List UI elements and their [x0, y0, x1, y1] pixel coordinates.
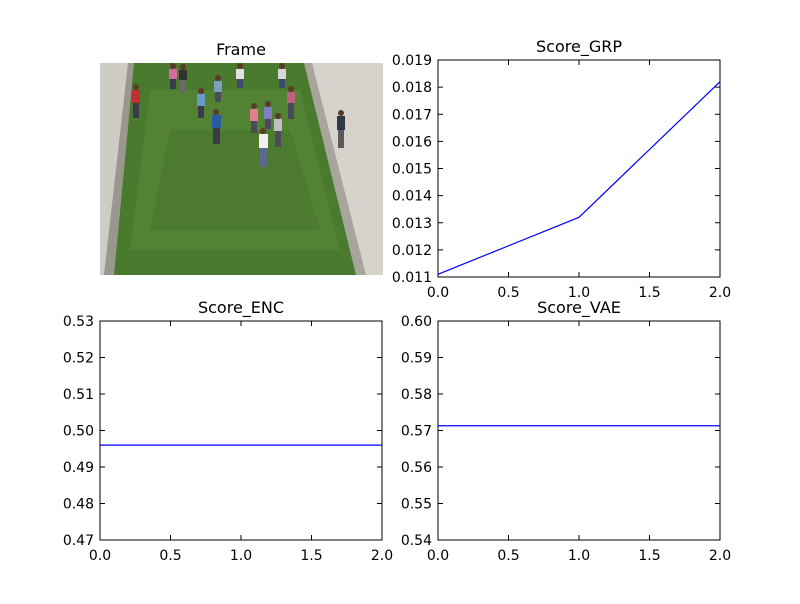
- score-vae-ytick-label: 0.60: [401, 314, 432, 330]
- score-enc-xtick-label: 1.5: [300, 548, 322, 564]
- score-vae-chart: Score_VAE 0.0 0.5 1.0 1.5 2.0 0.54 0.55 0.56 0.57…: [401, 298, 731, 564]
- frame-title: Frame: [216, 40, 266, 59]
- score-vae-ytick-label: 0.56: [401, 460, 432, 476]
- score-grp-ytick-label: 0.018: [392, 80, 432, 96]
- charts: Score_GRP 0.0 0.5 1.0 1.5 2.0 0.011 0.012 0.013 0…: [63, 37, 731, 564]
- score-enc-ytick-label: 0.49: [63, 460, 94, 476]
- score-grp-chart: Score_GRP 0.0 0.5 1.0 1.5 2.0 0.011 0.012 0.013 0…: [392, 37, 731, 301]
- score-grp-ytick-label: 0.017: [392, 107, 432, 123]
- score-grp-xtick-label: 0.0: [427, 285, 449, 301]
- score-enc-xtick-label: 0.5: [159, 548, 181, 564]
- score-grp-xtick-label: 2.0: [709, 285, 731, 301]
- score-vae-xtick-label: 2.0: [709, 548, 731, 564]
- score-vae-xtick-label: 1.5: [638, 548, 660, 564]
- score-vae-ytick-label: 0.57: [401, 424, 432, 440]
- score-enc-xtick-label: 1.0: [230, 548, 252, 564]
- frame-panel: Frame: [100, 40, 383, 275]
- score-grp-ytick-label: 0.019: [392, 53, 432, 69]
- score-grp-ytick-label: 0.015: [392, 162, 432, 178]
- score-grp-xtick-label: 1.5: [638, 285, 660, 301]
- score-grp-ytick-label: 0.014: [392, 189, 432, 205]
- score-vae-title: Score_VAE: [537, 298, 621, 318]
- score-enc-ytick-label: 0.50: [63, 424, 94, 440]
- score-grp-xtick-label: 1.0: [568, 285, 590, 301]
- score-vae-ytick-label: 0.54: [401, 533, 432, 549]
- score-enc-title: Score_ENC: [198, 298, 284, 318]
- score-grp-ytick-label: 0.012: [392, 243, 432, 259]
- score-grp-ytick-label: 0.011: [392, 270, 432, 286]
- score-vae-xtick-label: 1.0: [568, 548, 590, 564]
- score-enc-axes-frame: [99, 320, 383, 541]
- score-vae-xtick-label: 0.0: [427, 548, 449, 564]
- score-grp-axes-frame: [437, 59, 721, 278]
- score-vae-ytick-label: 0.58: [401, 387, 432, 403]
- frame-image: [100, 63, 383, 275]
- score-enc-ytick-label: 0.51: [63, 387, 94, 403]
- score-vae-axes-frame: [437, 320, 721, 541]
- people-in-frame: [132, 63, 345, 167]
- score-vae-ytick-label: 0.55: [401, 497, 432, 513]
- score-enc-chart: Score_ENC 0.0 0.5 1.0 1.5 2.0 0.47 0.48 0.49 0.50…: [63, 298, 393, 564]
- score-enc-xtick-label: 0.0: [89, 548, 111, 564]
- score-grp-title: Score_GRP: [536, 37, 622, 57]
- score-enc-ytick-label: 0.48: [63, 497, 94, 513]
- score-enc-ytick-label: 0.52: [63, 351, 94, 367]
- score-grp-series-line: [437, 81, 721, 275]
- score-grp-ytick-label: 0.016: [392, 134, 432, 150]
- score-enc-ytick-label: 0.53: [63, 314, 94, 330]
- score-enc-ytick-label: 0.47: [63, 533, 94, 549]
- score-grp-ytick-label: 0.013: [392, 216, 432, 232]
- score-enc-xtick-label: 2.0: [371, 548, 393, 564]
- score-grp-xtick-label: 0.5: [497, 285, 519, 301]
- score-vae-xtick-label: 0.5: [497, 548, 519, 564]
- score-vae-ytick-label: 0.59: [401, 351, 432, 367]
